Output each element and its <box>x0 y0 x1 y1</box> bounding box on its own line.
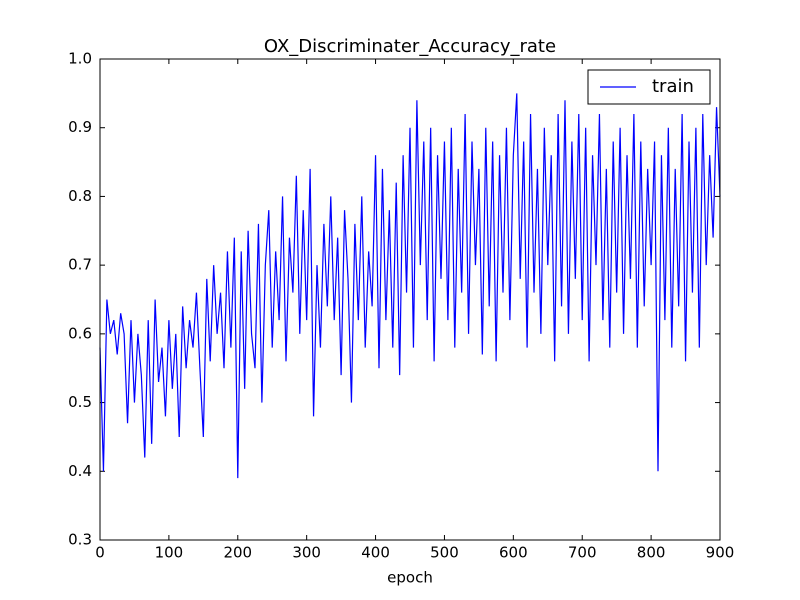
y-tick-label: 0.6 <box>68 324 92 342</box>
y-tick-label: 1.0 <box>68 50 92 68</box>
x-tick-label: 600 <box>499 544 528 562</box>
x-tick-label: 0 <box>95 544 105 562</box>
x-tick-label: 200 <box>223 544 252 562</box>
data-line <box>99 93 721 479</box>
y-tick-label: 0.8 <box>68 187 92 205</box>
y-tick-label: 0.3 <box>68 531 92 549</box>
y-tick-label: 0.5 <box>68 393 92 411</box>
y-tick-label: 0.7 <box>68 256 92 274</box>
plot-frame <box>99 58 721 541</box>
legend-label: train <box>652 76 694 97</box>
x-tick-label: 900 <box>706 544 735 562</box>
x-tick-label: 400 <box>361 544 390 562</box>
y-tick-label: 0.9 <box>68 118 92 136</box>
x-tick-label: 300 <box>292 544 321 562</box>
x-tick-label: 800 <box>637 544 666 562</box>
y-tick-label: 0.4 <box>68 462 92 480</box>
x-tick-label: 500 <box>430 544 459 562</box>
chart-title: OX_Discriminater_Accuracy_rate <box>264 36 556 57</box>
x-tick-label: 100 <box>155 544 184 562</box>
x-axis-label: epoch <box>387 569 433 587</box>
x-tick-label: 700 <box>568 544 597 562</box>
